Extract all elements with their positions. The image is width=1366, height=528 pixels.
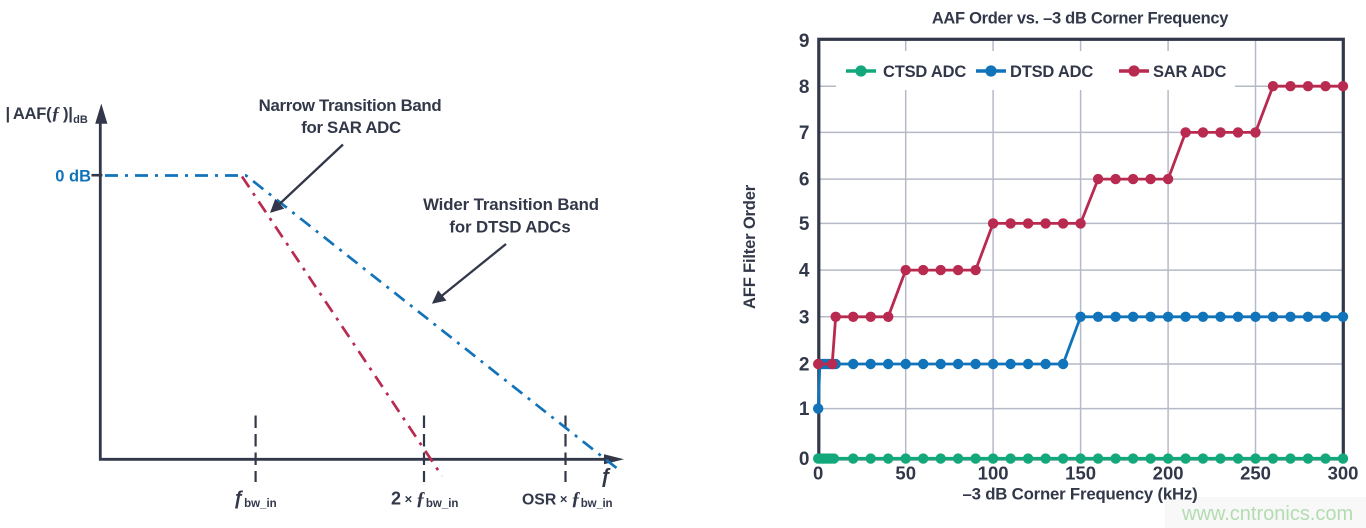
svg-text:9: 9: [799, 31, 810, 52]
svg-text:3: 3: [799, 307, 810, 328]
svg-text:| AAF(ƒ )|dB: | AAF(ƒ )|dB: [6, 103, 88, 126]
svg-text:CTSD ADC: CTSD ADC: [883, 63, 966, 81]
svg-text:for DTSD ADCs: for DTSD ADCs: [449, 217, 570, 236]
svg-text:ƒ: ƒ: [600, 466, 611, 488]
svg-text:250: 250: [1240, 463, 1271, 484]
svg-text:8: 8: [799, 77, 810, 98]
svg-text:7: 7: [799, 123, 810, 144]
svg-text:100: 100: [978, 463, 1009, 484]
svg-text:0: 0: [813, 463, 823, 484]
svg-text:300: 300: [1328, 463, 1359, 484]
svg-text:0: 0: [799, 449, 810, 470]
svg-text:AFF Filter Order: AFF Filter Order: [740, 184, 759, 309]
svg-text:DTSD ADC: DTSD ADC: [1010, 63, 1093, 81]
svg-text:SAR ADC: SAR ADC: [1153, 63, 1226, 81]
svg-text:for SAR ADC: for SAR ADC: [301, 118, 401, 137]
svg-text:www.cntronics.com: www.cntronics.com: [1181, 503, 1353, 525]
svg-text:0 dB: 0 dB: [55, 168, 91, 186]
svg-text:200: 200: [1153, 463, 1184, 484]
svg-text:150: 150: [1065, 463, 1096, 484]
svg-text:5: 5: [799, 214, 810, 235]
svg-text:AAF Order vs. –3 dB Corner Fre: AAF Order vs. –3 dB Corner Frequency: [932, 10, 1229, 28]
svg-text:2: 2: [799, 355, 810, 376]
svg-text:50: 50: [895, 463, 916, 484]
svg-text:Wider Transition Band: Wider Transition Band: [423, 195, 599, 214]
svg-text:Narrow Transition Band: Narrow Transition Band: [259, 96, 442, 115]
svg-text:1: 1: [799, 399, 810, 420]
svg-text:6: 6: [799, 170, 810, 191]
svg-text:–3 dB Corner Frequency (kHz): –3 dB Corner Frequency (kHz): [963, 485, 1198, 504]
svg-text:4: 4: [799, 261, 810, 282]
